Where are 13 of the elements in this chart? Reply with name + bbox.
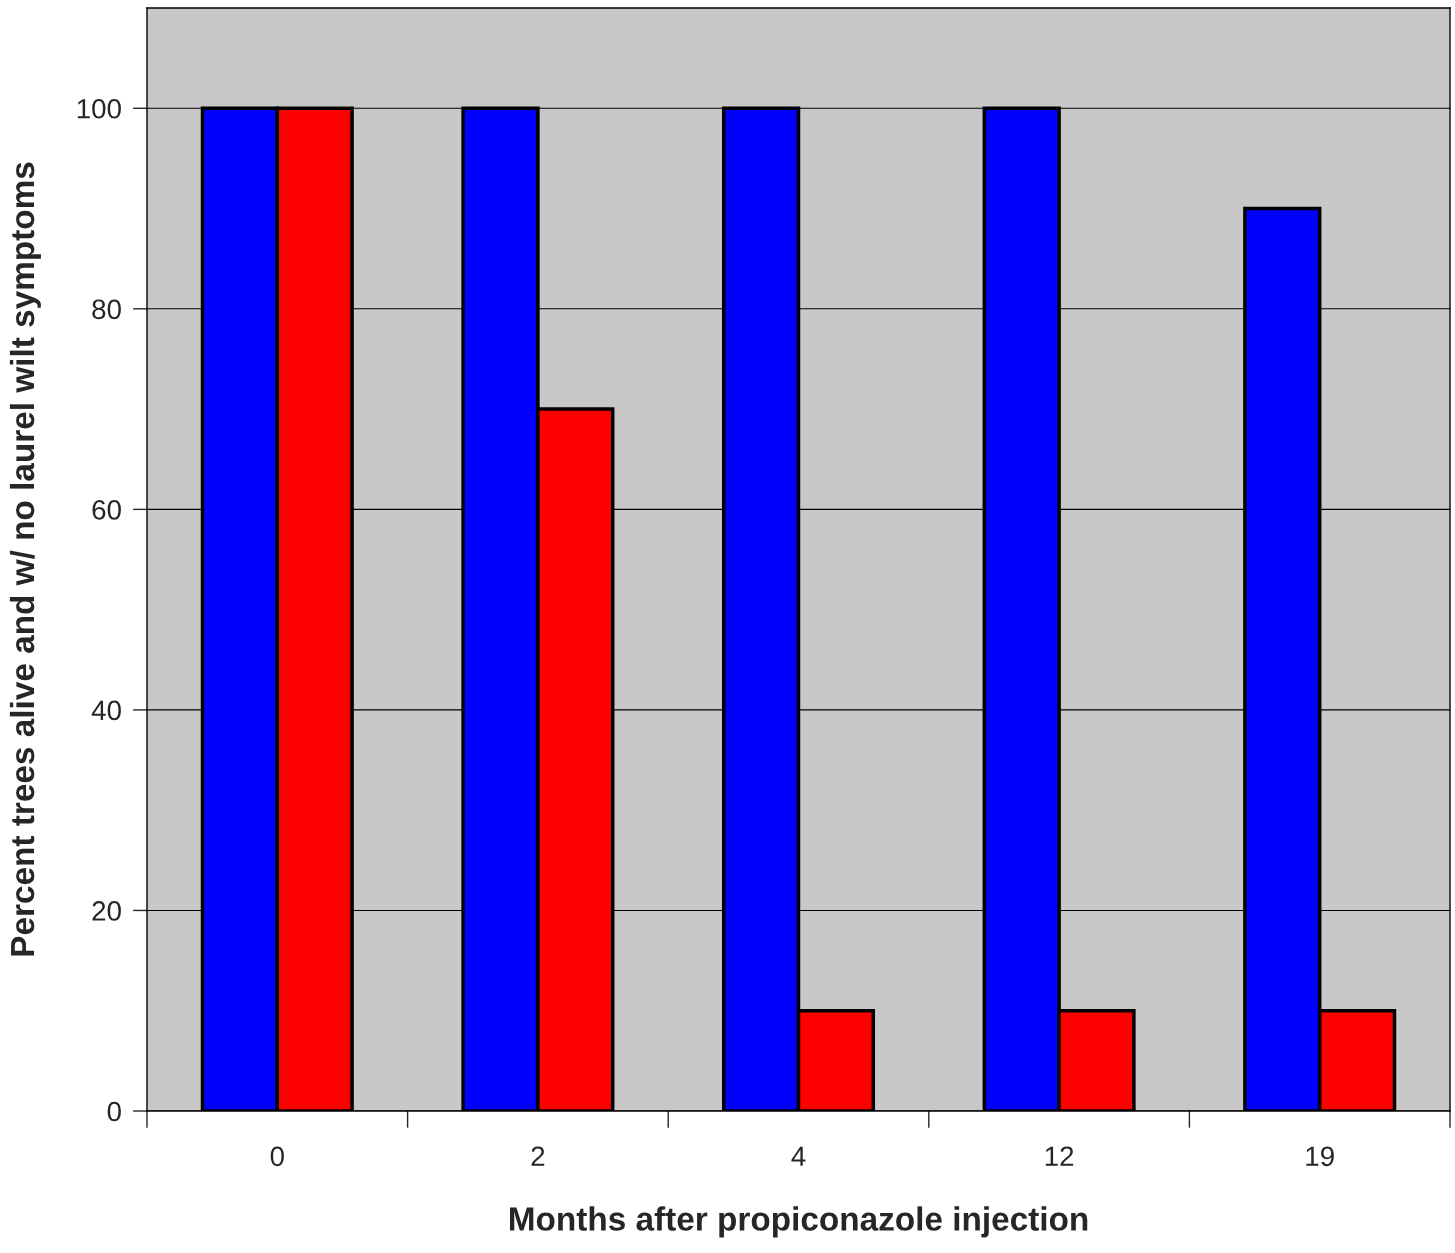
- y-tick-label: 0: [107, 1101, 121, 1122]
- x-tick-label: 19: [1306, 1146, 1334, 1167]
- x-tick-label: 4: [791, 1146, 806, 1166]
- y-tick-label: 20: [92, 901, 121, 921]
- y-tick-label: 60: [92, 500, 121, 520]
- y-axis-title: Percent trees alive and w/ no laurel wilt symptoms: [9, 162, 41, 956]
- x-tick-label: 12: [1045, 1146, 1074, 1166]
- y-tick-label: 80: [92, 299, 121, 320]
- x-tick-label: 2: [531, 1146, 545, 1166]
- x-tick-label: 0: [270, 1146, 284, 1167]
- x-axis-title: Months after propiconazole injection: [510, 1206, 1088, 1238]
- y-tick-label: 40: [91, 700, 121, 721]
- y-tick-label: 100: [77, 98, 121, 119]
